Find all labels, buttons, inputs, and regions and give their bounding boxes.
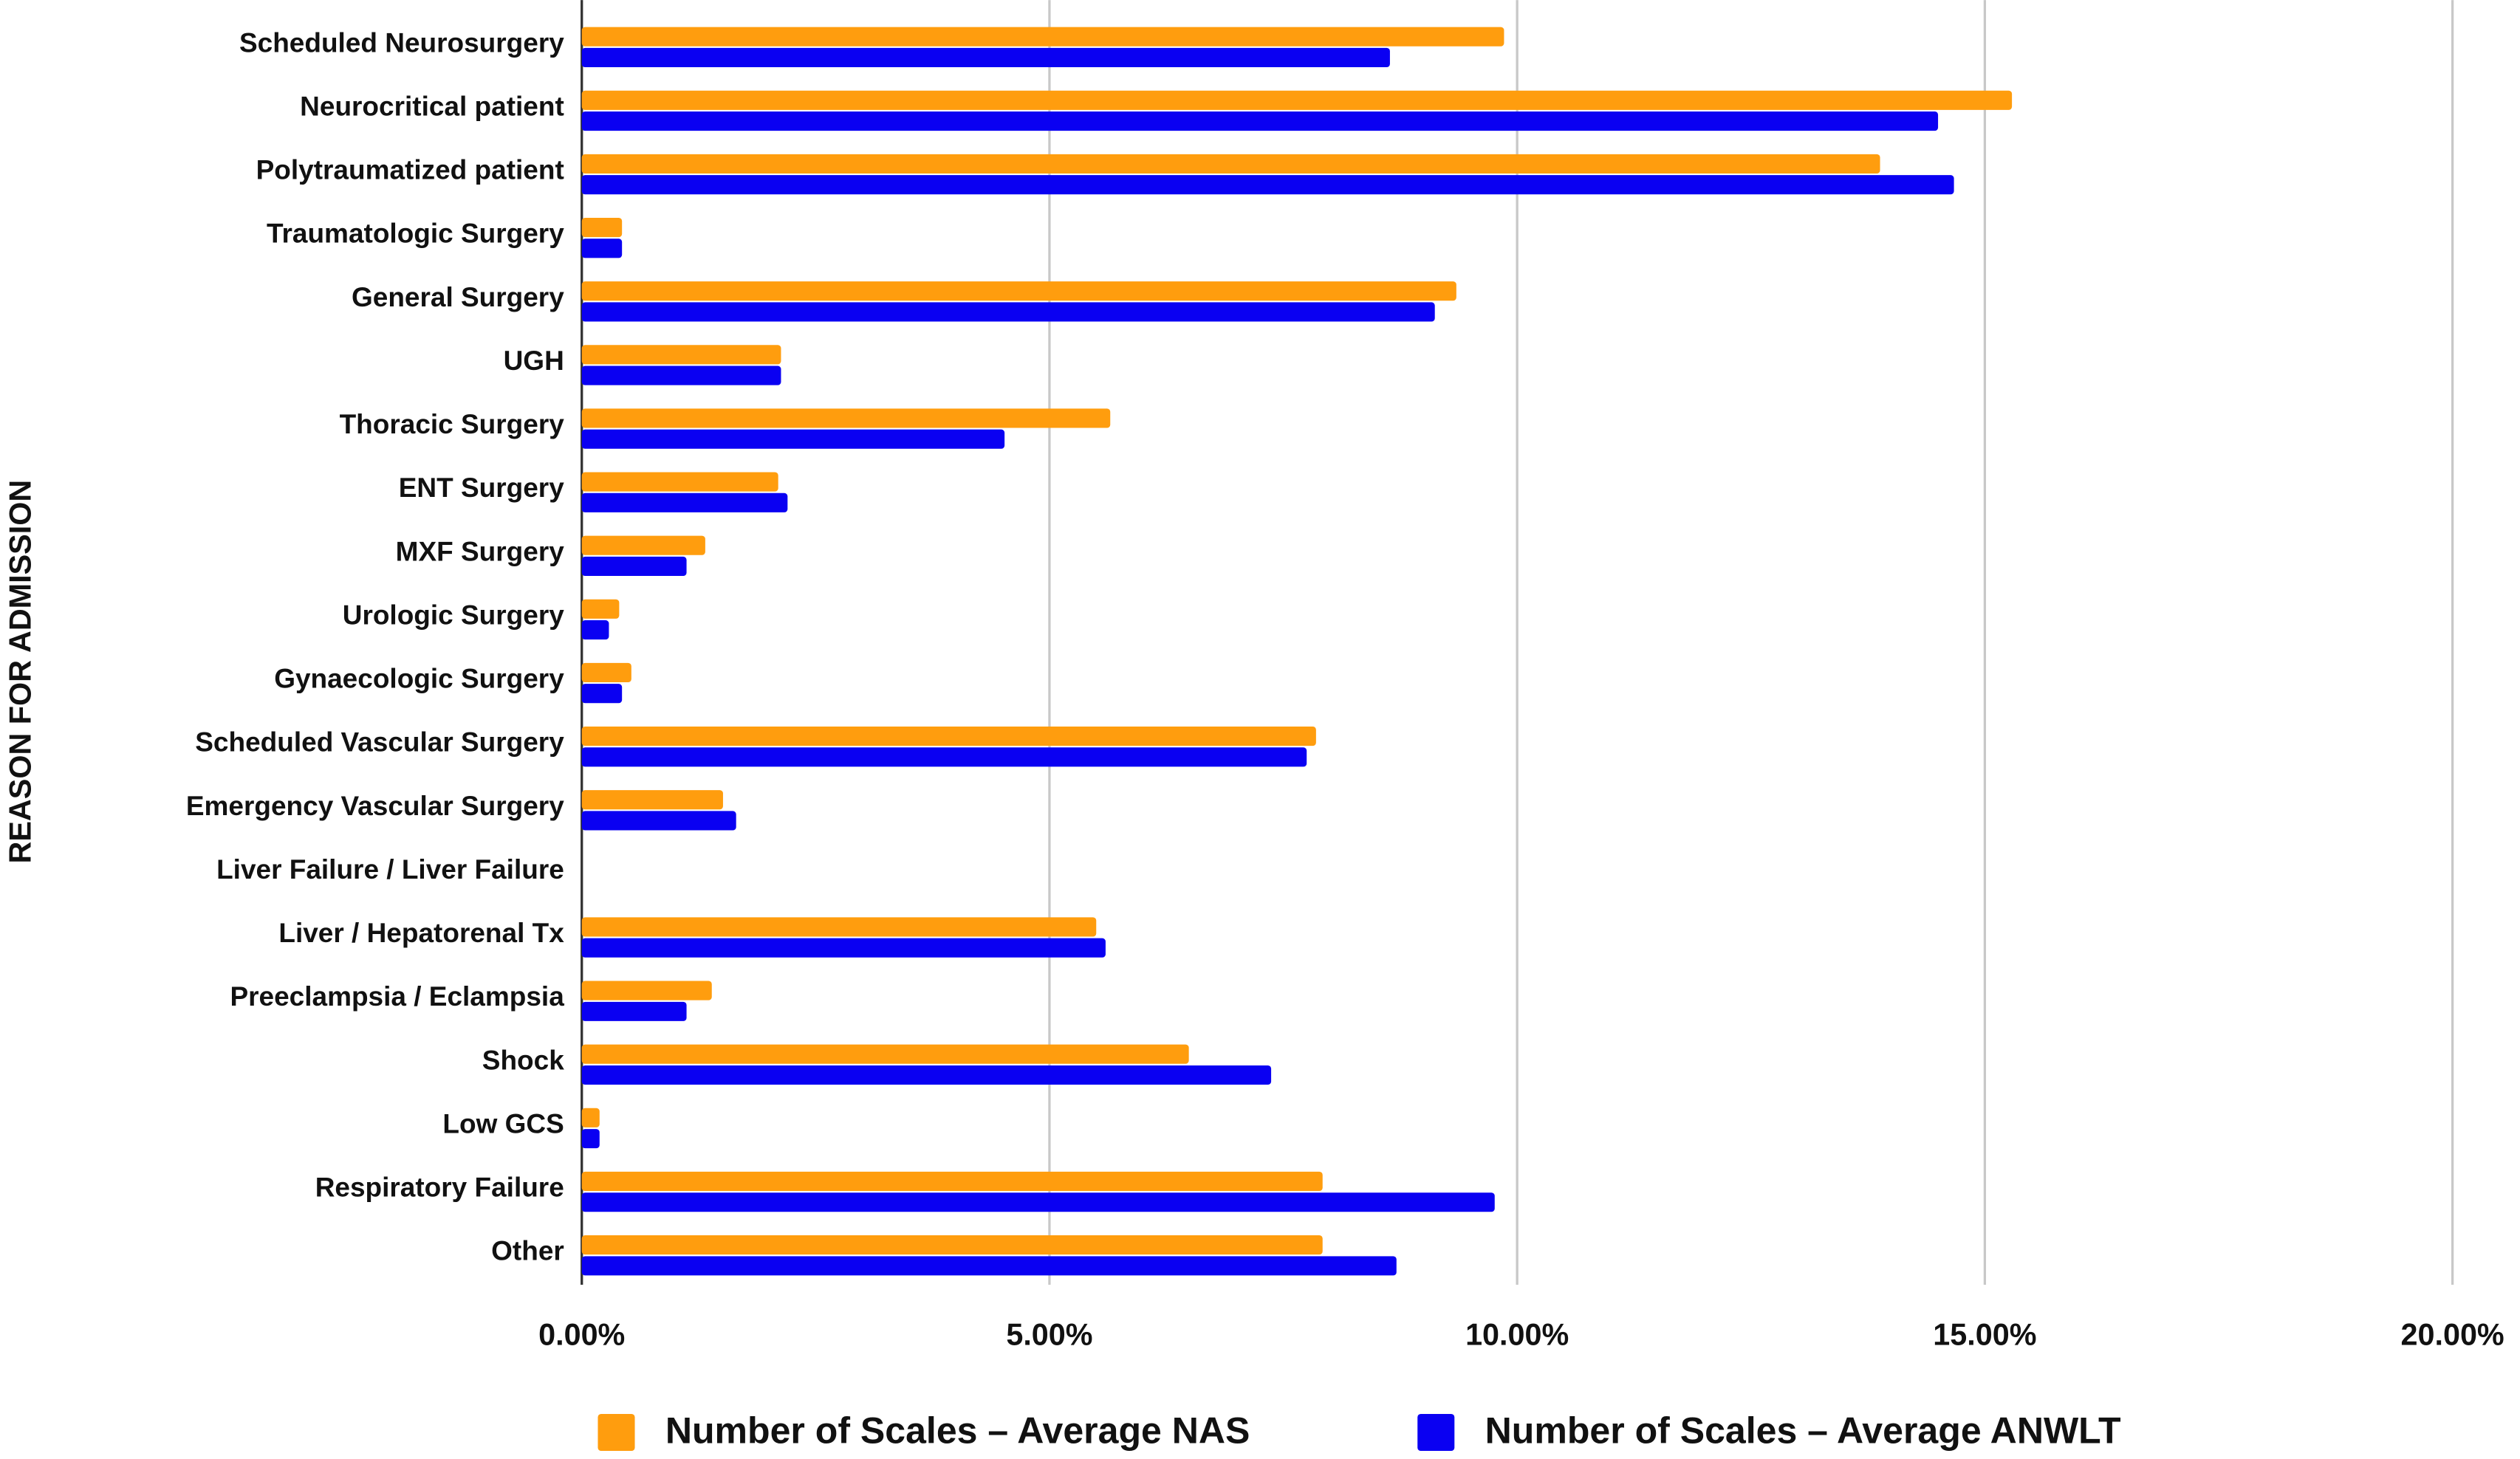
y-tick-label: Traumatologic Surgery — [267, 219, 564, 249]
bar — [581, 1256, 1397, 1276]
y-tick-label: Respiratory Failure — [315, 1173, 564, 1203]
bar — [581, 238, 623, 258]
y-axis-title: REASON FOR ADMISSION — [3, 480, 37, 864]
bar — [581, 492, 788, 512]
bar — [581, 90, 2013, 110]
bar — [581, 727, 1316, 746]
bar — [581, 535, 705, 555]
bar — [581, 111, 1939, 131]
bar — [581, 917, 1097, 937]
bar — [581, 1192, 1495, 1212]
y-tick-label: Preeclampsia / Eclampsia — [230, 981, 564, 1012]
legend-label: Number of Scales – Average ANWLT — [1485, 1410, 2121, 1451]
bar — [581, 47, 1390, 68]
y-tick-label: Emergency Vascular Surgery — [186, 791, 564, 821]
bar — [581, 302, 1435, 322]
bar — [581, 556, 687, 577]
bar — [581, 345, 781, 365]
y-tick-label: Gynaecologic Surgery — [274, 664, 564, 694]
y-tick-label: Low GCS — [442, 1108, 564, 1139]
y-tick-label: General Surgery — [352, 282, 564, 312]
y-tick-label: Liver / Hepatorenal Tx — [278, 918, 564, 948]
y-tick-label: Neurocritical patient — [300, 91, 564, 121]
bar — [581, 365, 781, 385]
y-tick-label: ENT Surgery — [399, 473, 564, 503]
bar — [581, 620, 609, 640]
bar — [581, 938, 1106, 958]
x-tick-label: 15.00% — [1933, 1317, 2036, 1351]
bar — [581, 1129, 600, 1149]
bar — [581, 408, 1111, 428]
x-tick-label: 20.00% — [2401, 1317, 2504, 1351]
bar — [581, 811, 736, 831]
legend-swatch — [598, 1413, 635, 1452]
bar — [581, 27, 1504, 47]
x-tick-label: 10.00% — [1465, 1317, 1569, 1351]
bar — [581, 684, 623, 704]
bar — [581, 1108, 600, 1127]
y-tick-label: Urologic Surgery — [343, 600, 564, 630]
y-tick-label: Polytraumatized patient — [256, 155, 564, 185]
bar — [581, 429, 1005, 449]
bar — [581, 1044, 1189, 1064]
y-tick-label: Shock — [482, 1045, 564, 1075]
legend-label: Number of Scales – Average NAS — [665, 1410, 1250, 1451]
x-tick-label: 5.00% — [1006, 1317, 1092, 1351]
y-tick-label: Liver Failure / Liver Failure — [216, 854, 564, 885]
x-tick-label: 0.00% — [538, 1317, 625, 1351]
bar — [581, 1235, 1323, 1255]
bar — [581, 662, 631, 683]
y-tick-label: Scheduled Neurosurgery — [239, 27, 564, 58]
bar — [581, 281, 1456, 301]
y-tick-label: MXF Surgery — [396, 536, 565, 566]
y-tick-label: Thoracic Surgery — [340, 409, 565, 439]
y-tick-label: Other — [491, 1236, 564, 1266]
bar — [581, 1065, 1272, 1085]
bar — [581, 1171, 1323, 1192]
bar — [581, 790, 723, 810]
bar — [581, 599, 620, 619]
bar — [581, 154, 1880, 174]
y-tick-label: UGH — [504, 346, 564, 376]
bar — [581, 175, 1954, 195]
bar — [581, 218, 623, 238]
y-tick-label: Scheduled Vascular Surgery — [195, 727, 564, 758]
bar — [581, 747, 1307, 767]
legend-swatch — [1417, 1413, 1455, 1452]
bar — [581, 1001, 687, 1021]
bar — [581, 981, 712, 1000]
bar — [581, 472, 778, 492]
